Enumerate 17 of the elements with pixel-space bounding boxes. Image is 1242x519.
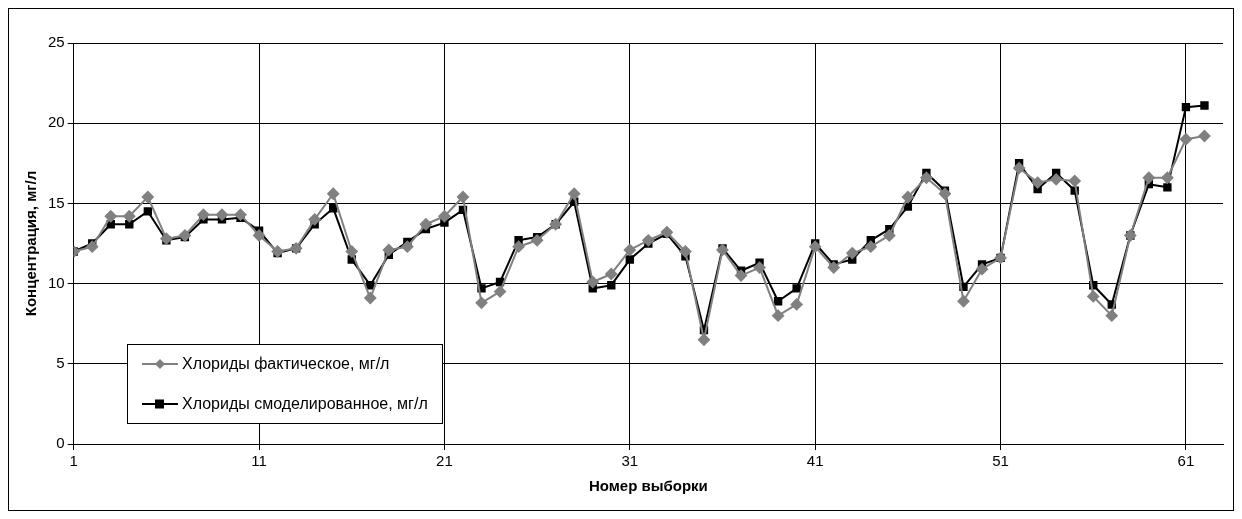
x-tick-label: 61 [1177, 452, 1195, 470]
x-tick-label: 41 [806, 452, 824, 470]
x-axis-title: Номер выборки [588, 477, 708, 495]
x-tick-label: 1 [69, 452, 78, 470]
x-tick-label: 21 [436, 452, 453, 470]
y-tick-label: 10 [48, 273, 65, 291]
legend-label: Хлориды смоделированное, мг/л [182, 395, 428, 413]
y-axis-title: Концентрация, мг/л [22, 170, 40, 317]
y-tick-label: 0 [56, 434, 65, 452]
y-tick-label: 15 [48, 193, 65, 211]
y-tick-label: 5 [56, 353, 65, 371]
y-tick-label: 25 [48, 33, 65, 51]
x-tick-label: 11 [251, 452, 267, 470]
legend-label: Хлориды фактическое, мг/л [182, 355, 390, 373]
x-tick-label: 31 [621, 452, 639, 470]
x-tick-label: 51 [992, 452, 1009, 470]
y-tick-label: 20 [48, 113, 65, 131]
